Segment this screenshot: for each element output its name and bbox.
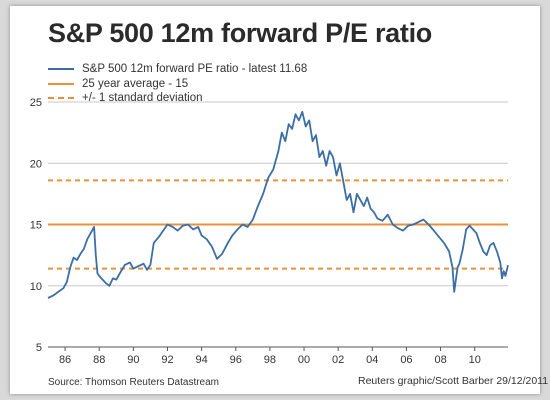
line-chart: 5 10 15 20 25 86 88 90 92 94 96 98 00 02 04 06 08 10: [30, 97, 509, 366]
x-tick-label: 10: [469, 354, 481, 366]
legend: S&P 500 12m forward PE ratio - latest 11…: [48, 62, 307, 106]
x-tick-label: 90: [127, 354, 139, 366]
legend-label-pe: S&P 500 12m forward PE ratio - latest 11…: [82, 63, 308, 76]
x-tick-label: 96: [230, 354, 242, 366]
x-tick-label: 88: [93, 354, 105, 366]
x-tick-label: 02: [332, 354, 344, 366]
y-tick-label: 15: [30, 220, 42, 232]
legend-swatch-average: [48, 82, 74, 85]
x-tick-label: 00: [298, 354, 310, 366]
y-tick-label: 10: [30, 281, 42, 293]
pe-ratio-series-line: [47, 110, 509, 299]
legend-item-std-dev: +/- 1 standard deviation: [48, 91, 307, 106]
legend-swatch-std-dev: [48, 97, 74, 100]
x-tick-label: 98: [264, 354, 276, 366]
chart-card: S&P 500 12m forward P/E ratio S&P 500 12…: [10, 6, 548, 394]
source-note: Source: Thomson Reuters Datastream: [48, 377, 220, 388]
legend-label-average: 25 year average - 15: [82, 77, 189, 90]
x-tick-label: 86: [59, 354, 71, 366]
x-tick-label: 94: [195, 354, 207, 366]
credit-note: Reuters graphic/Scott Barber 29/12/2011: [358, 375, 549, 387]
legend-label-std-dev: +/- 1 standard deviation: [82, 92, 203, 105]
y-tick-label: 25: [30, 97, 42, 109]
legend-swatch-pe: [48, 68, 74, 71]
legend-item-pe: S&P 500 12m forward PE ratio - latest 11…: [48, 62, 307, 77]
legend-item-average: 25 year average - 15: [48, 77, 307, 92]
y-tick-label: 5: [36, 342, 42, 354]
x-tick-label: 08: [434, 354, 446, 366]
y-tick-label: 20: [30, 158, 42, 170]
x-tick-label: 92: [161, 354, 173, 366]
x-tick-label: 06: [400, 354, 412, 366]
x-tick-label: 04: [366, 354, 378, 366]
chart-title: S&P 500 12m forward P/E ratio: [48, 18, 432, 48]
